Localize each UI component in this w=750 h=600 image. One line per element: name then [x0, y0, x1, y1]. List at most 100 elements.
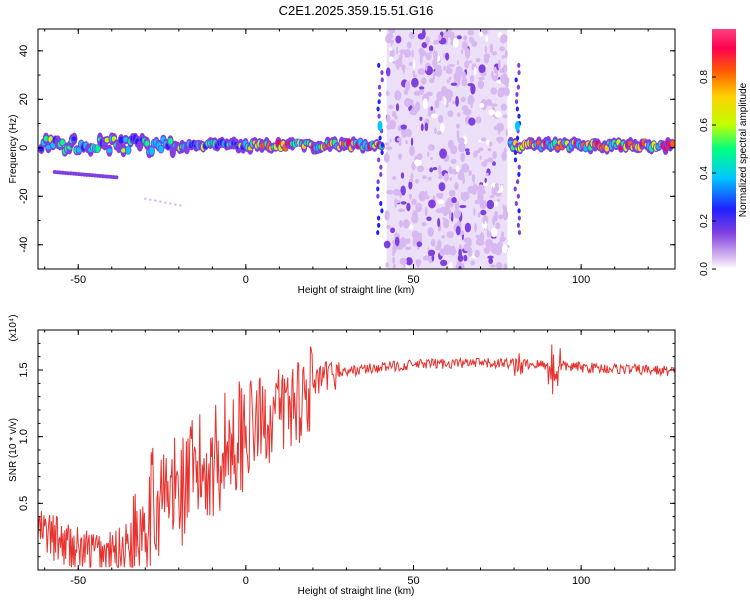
noise-blob	[461, 49, 464, 55]
noise-blob	[428, 199, 436, 209]
noise-blob	[461, 263, 465, 269]
noise-blob	[483, 56, 490, 64]
noise-blob	[457, 112, 461, 118]
noise-blob	[477, 79, 485, 90]
noise-blob	[492, 151, 497, 160]
noise-blob	[429, 50, 433, 54]
edge-spike	[517, 215, 521, 221]
noise-blob	[448, 63, 455, 68]
noise-blob	[502, 204, 505, 211]
noise-blob	[453, 71, 462, 83]
noise-blob	[475, 116, 482, 124]
line-blob	[71, 136, 77, 141]
colorbar-tick-label: 0.6	[699, 118, 710, 132]
noise-blob	[436, 91, 443, 102]
noise-blob	[384, 142, 390, 146]
faint-dot	[144, 197, 147, 200]
noise-blob	[475, 234, 479, 239]
noise-blob	[426, 91, 433, 97]
noise-blob	[388, 56, 394, 63]
noise-blob	[394, 198, 397, 209]
noise-blob	[501, 151, 507, 162]
edge-spike	[379, 201, 383, 207]
noise-blob	[495, 261, 503, 269]
noise-blob	[429, 167, 434, 173]
noise-blob	[389, 29, 393, 37]
noise-blob	[493, 210, 499, 222]
noise-blob	[419, 116, 423, 121]
noise-blob	[496, 136, 504, 143]
noise-blob	[411, 230, 419, 240]
noise-blob	[421, 221, 427, 227]
noise-blob	[503, 64, 508, 74]
noise-blob	[505, 128, 508, 137]
noise-blob	[394, 115, 398, 120]
spectrogram-ytick-label: 0	[18, 145, 30, 151]
noise-blob	[427, 151, 430, 158]
spectrogram-xtick-label: 100	[572, 274, 590, 286]
noise-blob	[489, 194, 495, 199]
noise-blob	[455, 225, 461, 236]
noise-blob	[438, 175, 443, 180]
noise-blob	[485, 100, 493, 106]
noise-blob	[447, 110, 454, 118]
noise-blob	[418, 47, 425, 54]
noise-blob	[418, 86, 425, 90]
noise-blob	[388, 104, 394, 109]
line-blob	[60, 139, 65, 146]
noise-blob	[408, 61, 413, 67]
noise-blob	[463, 254, 468, 262]
noise-blob	[499, 46, 506, 52]
noise-blob	[486, 199, 495, 210]
noise-blob	[456, 123, 460, 129]
noise-blob	[495, 222, 501, 230]
noise-blob	[392, 249, 395, 257]
noise-blob	[432, 167, 438, 171]
noise-blob	[480, 137, 487, 142]
line-blob	[107, 148, 112, 153]
line-blob	[123, 137, 129, 143]
edge-spike	[517, 171, 521, 177]
noise-blob	[488, 109, 495, 116]
noise-blob	[497, 126, 501, 135]
noise-blob	[385, 146, 393, 151]
noise-blob	[500, 79, 508, 84]
edge-spike	[377, 99, 381, 105]
noise-blob	[494, 184, 500, 192]
colorbar-gradient	[712, 29, 736, 269]
noise-blob	[408, 178, 414, 183]
spectrogram-ytick-label: -20	[18, 188, 30, 204]
noise-blob	[445, 102, 449, 108]
colorbar-tick-label: 0.2	[699, 214, 710, 228]
edge-spike	[517, 113, 521, 119]
noise-blob	[411, 198, 417, 206]
noise-blob	[436, 130, 442, 136]
snr-xtick-label: 100	[572, 575, 590, 587]
spectrogram-xtick-label: -50	[70, 274, 86, 286]
noise-blob	[421, 29, 426, 39]
noise-blob	[428, 249, 436, 256]
noise-blob	[460, 152, 466, 163]
edge-spike	[377, 222, 381, 228]
colorbar: 0.0 0.2 0.4 0.6 0.8 Normalized spectral ampl…	[699, 29, 749, 276]
noise-blob	[436, 208, 441, 213]
spectrogram-panel: -50 0 50 100 -40 -20 0 20 40 Height of straight …	[8, 28, 676, 296]
line-blob	[670, 140, 675, 147]
noise-blob	[490, 243, 499, 254]
noise-blob	[409, 145, 415, 157]
edge-spike	[513, 157, 518, 163]
noise-blob	[505, 83, 509, 88]
noise-blob	[446, 231, 455, 239]
line-blob	[45, 145, 51, 150]
spectrogram-ylabel: Frequency (Hz)	[8, 115, 19, 184]
noise-blob	[471, 173, 476, 183]
noise-blob	[392, 256, 396, 264]
edge-spike	[380, 208, 384, 214]
noise-blob	[410, 173, 414, 180]
noise-blob	[473, 150, 478, 158]
noise-blob	[406, 202, 411, 212]
noise-blob	[473, 207, 476, 216]
noise-blob	[479, 103, 485, 108]
edge-spike	[514, 201, 518, 207]
noise-blob	[400, 124, 407, 130]
